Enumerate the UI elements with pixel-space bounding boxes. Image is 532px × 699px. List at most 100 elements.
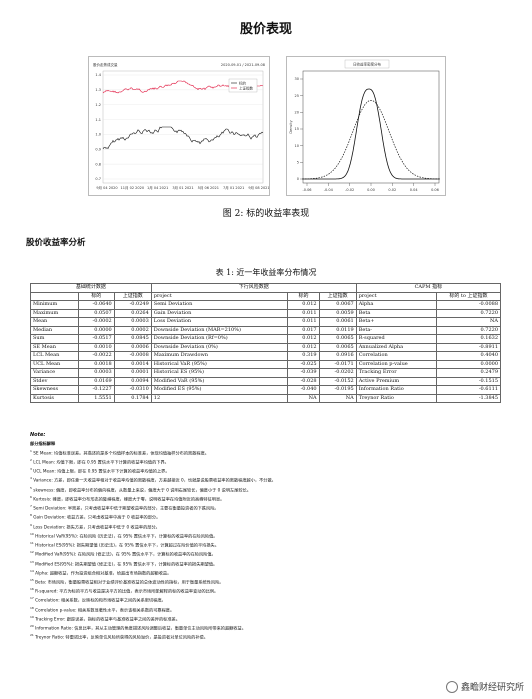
note-number: 21: [30, 633, 34, 638]
density-chart: 日收益率密度分布 Density 30 25 20 15 10 5 0 -0.06 -0.04…: [286, 56, 446, 196]
group-header-capm: CAPM 指标: [355, 283, 502, 293]
table-cell: Modified ES (95%): [150, 385, 289, 395]
price-legend: 标的 上证指数: [228, 78, 258, 93]
legend-stock-label: 标的: [239, 81, 246, 86]
legend-index-label: 上证指数: [239, 86, 253, 91]
table-row: Median 0.0000 0.0002 Downside Deviation (MA…: [30, 325, 502, 335]
table-cell: -0.0171: [318, 359, 357, 369]
note-item: 3 UCL Mean: 均值上限，即在 0.95 置信水平下计算的收益率均值的上…: [30, 466, 500, 475]
note-number: 11: [30, 541, 34, 546]
table-cell: 0.4040: [435, 351, 502, 361]
table-cell: -0.025: [287, 359, 320, 369]
note-number: 15: [30, 577, 34, 582]
table-cell: -0.0640: [77, 300, 115, 310]
table-cell: -1.3845: [435, 393, 502, 403]
table-cell: Kurtosis: [30, 393, 79, 403]
table-cell: -0.0310: [113, 385, 152, 395]
table-cell: 0.0067: [318, 300, 357, 310]
table-cell: Mean: [30, 317, 79, 327]
note-item: 16 R-squared: 平方为标的平方与收益是决平方的比值，表示市场所能解释…: [30, 586, 500, 595]
note-item: 9 Loss Deviation: 损失方差，只考虑收益率中低于 0 收益率的部…: [30, 522, 500, 531]
table-cell: Tracking Error: [355, 368, 437, 378]
table-cell: 0.012: [287, 300, 320, 310]
stock-series-line: [102, 126, 264, 150]
table-cell: -0.0195: [318, 385, 357, 395]
notes-list: 1 SE Mean: 均值标准误差。其描述的是多个均值样本的标准差，体现均值抽样…: [30, 448, 500, 642]
table-cell: -0.0002: [77, 317, 115, 327]
table-cell: UCL Mean: [30, 359, 79, 369]
density-x-tick-label: 0.02: [388, 188, 396, 192]
note-number: 13: [30, 559, 34, 564]
density-y-tick-label: 25: [295, 94, 299, 98]
column-header: project: [355, 291, 437, 301]
note-number: 9: [30, 522, 32, 527]
section-heading: 股价收益率分析: [26, 238, 86, 248]
table-cell: Modified VaR (95%): [150, 376, 289, 386]
table-group-header-row: 基础统计数据 下行风险数据 CAPM 指标: [30, 283, 502, 293]
page-title: 股价表现: [239, 22, 292, 37]
density-x-tick-label: 0.00: [367, 188, 375, 192]
table-cell: Correlation p-value: [355, 359, 437, 369]
table-cell: -0.040: [287, 385, 320, 395]
table-cell: NA: [318, 393, 357, 403]
table-cell: Maximum Drawdown: [150, 351, 289, 361]
note-text: Correlation p-value: 相关系数显著性水平，表示该相关系数的可…: [35, 607, 175, 613]
table-row: Stdev 0.0169 0.0094 Modified VaR (95%) -0.02…: [30, 376, 502, 386]
table-row: Minimum -0.0640 -0.0249 Semi Deviation 0.012…: [30, 300, 502, 310]
density-y-tick-label: 0: [297, 177, 299, 181]
table-cell: Skewness: [30, 385, 79, 395]
table-cell: Median: [30, 325, 79, 335]
price-chart-title: 股价走势成交量: [93, 62, 118, 67]
table-cell: 0.0000: [435, 359, 502, 369]
table-cell: Variance: [30, 368, 79, 378]
empirical-density-curve: [302, 88, 440, 180]
table-cell: 0.0507: [77, 308, 115, 318]
table-cell: Downside Deviation (0%): [150, 342, 289, 352]
note-text: Loss Deviation: 损失方差，只考虑收益率中低于 0 收益率的部分。: [33, 523, 160, 529]
table-cell: -0.028: [287, 376, 320, 386]
note-item: 14 Alpha: 超额收益，作为投资组合相对基准，给超出市场指数的超额收益。: [30, 568, 500, 577]
table-cell: Treynor Ratio: [355, 393, 437, 403]
table-cell: 0.0065: [318, 334, 357, 344]
notes-subheading: 部分指标解释: [30, 440, 56, 446]
table-cell: 0.012: [287, 342, 320, 352]
density-y-label: Density: [289, 120, 293, 133]
note-item: 8 Gain Deviation: 收益方差，只考虑收益率中高于 0 收益率的部…: [30, 512, 500, 521]
table-cell: 0.011: [287, 308, 320, 318]
table-cell: 0.1632: [435, 334, 502, 344]
notes-section: Note: 部分指标解释 1 SE Mean: 均值标准误差。其描述的是多个均值…: [30, 432, 500, 642]
note-item: 7 Semi Deviation: 半离差，只考虑收益率中低于期望收益率的部分，…: [30, 503, 500, 512]
table-row: Kurtosis 1.5551 0.1784 12 NA NA Treynor Ratio -…: [30, 393, 502, 403]
note-number: 20: [30, 624, 34, 629]
table-cell: 0.1784: [113, 393, 152, 403]
price-x-tick-label: 7月 01 2021: [223, 185, 244, 190]
price-plot-area: [102, 70, 264, 184]
table-cell: Stdev: [30, 376, 79, 386]
table-cell: -0.0517: [77, 334, 115, 344]
column-header: 上证指数: [113, 291, 152, 301]
table-cell: Downside Deviation (Rf=0%): [150, 334, 289, 344]
note-text: Gain Deviation: 收益方差，只考虑收益率中高于 0 收益率的部分。: [33, 514, 161, 520]
table-row: Maximum 0.0507 0.0264 Gain Deviation 0.011 0.…: [30, 308, 502, 318]
table-cell: 0.0845: [113, 334, 152, 344]
note-text: Correlation: 相关系数，反映标的和市场收益率之间的关系密切程度。: [35, 597, 166, 603]
table-row: Skewness -0.1227 -0.0310 Modified ES (95%) -…: [30, 385, 502, 395]
price-x-tick-label: 9月 08 2021: [248, 185, 269, 190]
note-item: 20 Information Ratio: 信息比率，其从主动管理的角度描述风险…: [30, 623, 500, 632]
table-cell: 0.0014: [113, 359, 152, 369]
table-column-header-row: 标的 上证指数 project 标的 上证指数 project 标的 to 上证指数: [30, 291, 502, 301]
table-cell: Maximum: [30, 308, 79, 318]
table-cell: 0.0003: [113, 317, 152, 327]
table-cell: Historical ES (95%): [150, 368, 289, 378]
price-y-tick-label: 0.8: [95, 162, 101, 166]
table-cell: -0.1227: [77, 385, 115, 395]
note-item: 1 SE Mean: 均值标准误差。其描述的是多个均值样本的标准差，体现均值抽样…: [30, 448, 500, 457]
table-cell: Sum: [30, 334, 79, 344]
table-cell: 0.0006: [113, 342, 152, 352]
note-item: 4 Variance: 方差，即任意一天收益率相对于收益率均值的离散程度，方差越…: [30, 475, 500, 484]
table-cell: 12: [150, 393, 289, 403]
table-row: UCL Mean 0.0018 0.0014 Historical VaR (95%)…: [30, 359, 502, 369]
table-cell: -0.039: [287, 368, 320, 378]
table-cell: NA: [287, 393, 320, 403]
column-header: 标的 to 上证指数: [435, 291, 502, 301]
